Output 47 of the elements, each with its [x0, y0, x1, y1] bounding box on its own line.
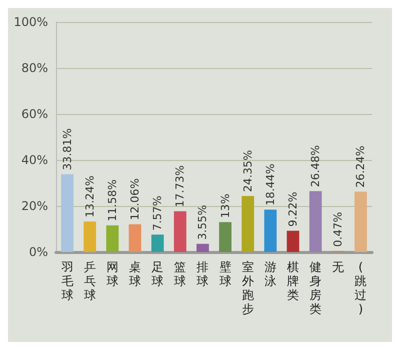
bar [174, 211, 186, 252]
y-tick-label: 80% [21, 61, 48, 75]
y-tick-label: 60% [21, 107, 48, 121]
x-tick-label: 健身房类 [310, 260, 322, 316]
bar [84, 222, 96, 252]
bar [61, 174, 74, 252]
x-tick-label: 棋牌类 [287, 260, 299, 302]
data-label: 7.57% [151, 196, 164, 231]
bar [219, 222, 232, 252]
bar [286, 230, 300, 252]
bar [309, 191, 322, 252]
y-tick-label: 0% [28, 245, 48, 259]
bar [151, 234, 164, 252]
bar [196, 244, 209, 252]
data-label: 33.81% [60, 128, 74, 170]
bar [264, 210, 277, 252]
x-tick-label: 足球 [152, 260, 164, 288]
bar [242, 196, 254, 252]
data-label: 17.73% [174, 165, 187, 208]
x-tick-label: 无 [332, 260, 344, 274]
x-tick-label: 羽毛球 [60, 260, 74, 302]
y-tick-label: 40% [21, 153, 48, 167]
data-label: 13.24% [83, 176, 96, 218]
data-label: 26.48% [309, 145, 322, 188]
data-label: 0.47% [332, 212, 345, 247]
x-tick-label: 游泳 [264, 260, 276, 288]
data-label: 9.22% [286, 192, 300, 227]
bar [354, 192, 367, 252]
x-tick-label: (跳过) [354, 260, 367, 316]
x-tick-label: 排球 [196, 260, 209, 288]
data-label: 12.06% [128, 178, 142, 220]
data-label: 13% [218, 194, 232, 218]
data-label: 18.44% [264, 164, 277, 206]
x-tick-label: 桌球 [129, 260, 141, 288]
data-label: 3.55% [196, 204, 210, 240]
x-tick-label: 壁球 [219, 260, 232, 288]
data-label: 11.58% [106, 179, 119, 222]
x-tick-label: 室外跑步 [242, 260, 254, 316]
y-tick-label: 20% [21, 199, 48, 213]
x-tick-label: 篮球 [174, 260, 186, 288]
bar [128, 224, 142, 252]
data-label: 26.24% [354, 146, 368, 188]
x-tick-label: 乒乓球 [84, 260, 96, 302]
y-tick-label: 100% [14, 15, 48, 29]
data-label: 24.35% [241, 150, 254, 192]
bar [106, 225, 119, 252]
x-tick-label: 网球 [106, 260, 118, 288]
